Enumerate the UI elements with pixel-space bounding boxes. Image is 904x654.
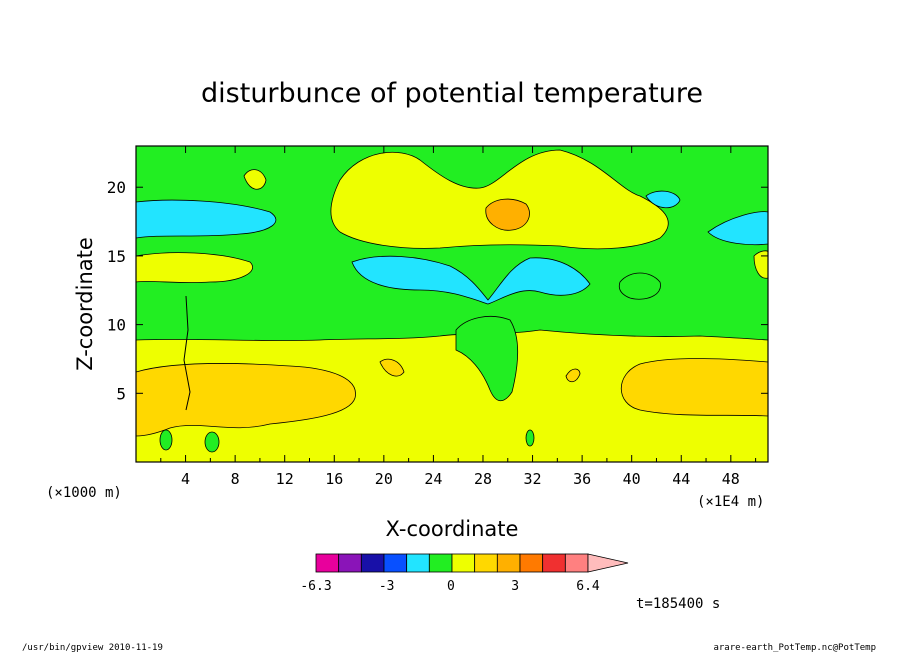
colorbar-swatch bbox=[383, 553, 408, 573]
y-axis-label: Z-coordinate bbox=[73, 237, 97, 371]
colorbar-swatch bbox=[406, 553, 430, 573]
x-tick-label: 12 bbox=[276, 470, 294, 488]
colorbar-swatch bbox=[542, 553, 566, 573]
field-thread-left bbox=[183, 295, 191, 411]
colorbar-swatch bbox=[428, 553, 453, 573]
field-near-zero-column bbox=[455, 316, 519, 402]
field-near-zero-blob-b bbox=[204, 431, 220, 453]
x-tick-label: 20 bbox=[375, 470, 393, 488]
colorbar-arrow bbox=[587, 553, 629, 573]
field-near-zero-blob-a bbox=[159, 429, 173, 451]
field-near-zero-blob-c bbox=[525, 429, 535, 447]
field-negative-upper-right bbox=[707, 211, 768, 246]
colorbar-labels: -6.3 -3 0 3 6.4 bbox=[300, 579, 600, 594]
x-tick-label: 28 bbox=[474, 470, 492, 488]
field-positive-small-b bbox=[379, 358, 405, 377]
colorbar-swatch bbox=[338, 553, 362, 573]
plot-frame bbox=[135, 145, 769, 463]
time-annotation: t=185400 s bbox=[636, 596, 720, 612]
field-positive-right-blob bbox=[620, 358, 768, 417]
y-tick-label: 20 bbox=[107, 178, 126, 197]
x-unit-left: (×1000 m) bbox=[46, 485, 122, 501]
x-unit-right: (×1E4 m) bbox=[697, 494, 764, 510]
x-axis-ticks: 4 8 12 16 20 24 28 32 36 40 44 48 bbox=[160, 146, 757, 488]
x-tick-label: 36 bbox=[573, 470, 591, 488]
x-tick-label: 44 bbox=[672, 470, 690, 488]
field-positive-edge-right bbox=[753, 250, 768, 279]
x-tick-label: 8 bbox=[231, 470, 240, 488]
field-near-zero-right-ring bbox=[618, 272, 661, 300]
plot-area bbox=[136, 146, 768, 462]
colorbar bbox=[315, 553, 629, 573]
field-negative-central bbox=[351, 255, 591, 305]
colorbar-label: 0 bbox=[447, 579, 455, 594]
colorbar-swatch bbox=[451, 553, 476, 573]
x-tick-label: 24 bbox=[424, 470, 442, 488]
footer-right: arare-earth_PotTemp.nc@PotTemp bbox=[713, 643, 876, 653]
colorbar-label: -6.3 bbox=[300, 579, 331, 594]
y-tick-label: 10 bbox=[107, 316, 126, 335]
y-tick-label: 15 bbox=[107, 247, 126, 266]
colorbar-swatch bbox=[315, 553, 340, 573]
colorbar-swatch bbox=[519, 553, 544, 573]
y-axis-ticks: 5 10 15 20 bbox=[107, 178, 768, 403]
colorbar-label: 3 bbox=[511, 579, 519, 594]
colorbar-swatch bbox=[474, 553, 498, 573]
colorbar-swatch bbox=[360, 553, 385, 573]
x-axis-label: X-coordinate bbox=[386, 517, 519, 541]
field-positive-upper-left bbox=[136, 252, 253, 283]
x-tick-label: 16 bbox=[325, 470, 343, 488]
x-tick-label: 4 bbox=[181, 470, 190, 488]
field-negative-right-small bbox=[645, 190, 681, 209]
chart-title: disturbunce of potential temperature bbox=[201, 78, 703, 109]
field-positive-small-a bbox=[243, 169, 267, 190]
field-positive-small-c bbox=[565, 368, 581, 383]
colorbar-label: 6.4 bbox=[576, 579, 600, 594]
y-tick-label: 5 bbox=[116, 384, 126, 403]
x-tick-label: 32 bbox=[524, 470, 542, 488]
field-positive-left-blob bbox=[136, 363, 356, 437]
colorbar-swatch bbox=[564, 553, 589, 573]
footer-left: /usr/bin/gpview 2010-11-19 bbox=[22, 643, 163, 653]
colorbar-label: -3 bbox=[379, 579, 395, 594]
field-negative-upper-left bbox=[136, 199, 277, 239]
field-positive-core bbox=[485, 198, 530, 231]
colorbar-swatch bbox=[496, 553, 521, 573]
x-tick-label: 40 bbox=[623, 470, 641, 488]
x-tick-label: 48 bbox=[722, 470, 740, 488]
field-positive-central-plume bbox=[330, 149, 669, 250]
